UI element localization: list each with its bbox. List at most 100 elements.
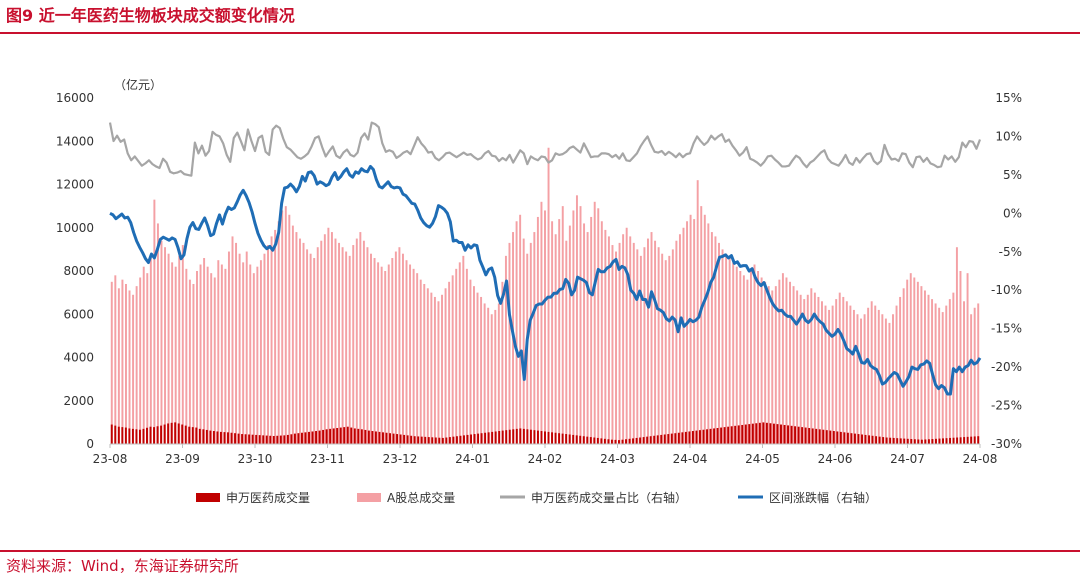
a-share-volume-bar <box>629 236 632 444</box>
a-share-volume-bar <box>160 240 163 444</box>
sw-volume-bar <box>445 437 448 444</box>
right-tick-label: -10% <box>991 283 1022 297</box>
a-share-volume-bar <box>490 314 493 444</box>
a-share-volume-bar <box>125 283 127 444</box>
a-share-volume-bar <box>593 201 596 444</box>
sw-volume-bar <box>765 422 768 444</box>
right-tick-label: 15% <box>995 91 1022 105</box>
a-share-volume-bar <box>881 314 884 444</box>
a-share-volume-bar <box>544 210 546 444</box>
x-tick-label: 24-04 <box>673 452 708 466</box>
sw-volume-bar <box>424 436 427 444</box>
sw-volume-bar <box>529 429 532 444</box>
sw-volume-bar <box>360 429 363 444</box>
sw-volume-bar <box>353 428 356 444</box>
a-share-volume-bar <box>252 273 255 444</box>
sw-volume-bar <box>554 432 557 444</box>
sw-volume-bar <box>681 432 684 444</box>
a-share-volume-bar <box>448 281 451 444</box>
a-share-volume-bar <box>657 247 660 444</box>
a-share-volume-bar <box>586 232 589 444</box>
right-tick-label: 10% <box>995 129 1022 143</box>
a-share-volume-bar <box>394 251 397 444</box>
sw-volume-bar <box>156 426 159 444</box>
y-unit-label: （亿元） <box>114 77 162 92</box>
sw-volume-bar <box>480 433 483 444</box>
a-share-volume-bar <box>867 307 870 444</box>
x-tick-label: 24-08 <box>963 452 998 466</box>
sw-volume-bar <box>741 424 744 444</box>
a-share-volume-bar <box>923 290 926 444</box>
sw-volume-bar <box>329 428 332 444</box>
a-share-volume-bar <box>643 247 646 444</box>
sw-volume-bar <box>878 436 881 444</box>
a-share-volume-bar <box>664 260 667 444</box>
a-share-volume-bar <box>938 307 941 444</box>
a-share-volume-bar <box>899 296 902 444</box>
a-share-volume-bar <box>558 219 561 444</box>
sw-volume-bar <box>149 426 152 444</box>
a-share-volume-bar <box>142 266 145 444</box>
sw-volume-bar <box>565 434 568 444</box>
sw-volume-bar <box>776 424 779 444</box>
a-share-volume-bar <box>277 221 280 444</box>
a-share-volume-bar <box>156 223 159 444</box>
sw-volume-bar <box>787 425 790 444</box>
legend-label-a-share-volume: A股总成交量 <box>387 490 455 505</box>
sw-volume-bar <box>931 439 934 444</box>
sw-volume-bar <box>438 437 441 444</box>
sw-volume-bar <box>829 430 832 444</box>
sw-volume-bar <box>170 422 173 444</box>
a-share-volume-bar <box>781 273 784 444</box>
sw-volume-bar <box>431 437 434 444</box>
sw-volume-bar <box>769 423 772 444</box>
sw-volume-bar <box>378 431 381 444</box>
sw-volume-bar <box>146 427 148 444</box>
a-share-volume-bar <box>178 255 181 444</box>
a-share-volume-bar <box>441 294 443 444</box>
a-share-volume-bar <box>625 227 628 444</box>
a-share-volume-bar <box>554 234 557 444</box>
a-share-volume-bar <box>327 227 330 444</box>
sw-volume-bar <box>322 429 325 444</box>
a-share-volume-bar <box>654 240 657 444</box>
sw-volume-bar <box>797 426 800 444</box>
a-share-volume-bar <box>110 281 113 444</box>
sw-volume-bar <box>970 436 973 444</box>
a-share-volume-bar <box>164 247 167 444</box>
sw-volume-bar <box>801 427 804 444</box>
sw-volume-bar <box>843 432 846 444</box>
sw-volume-bar <box>596 437 599 444</box>
sw-volume-bar <box>836 431 839 444</box>
sw-volume-bar <box>357 428 360 444</box>
sw-volume-bar <box>618 440 620 444</box>
sw-volume-bar <box>720 427 723 444</box>
a-share-volume-bar <box>771 290 774 444</box>
sw-volume-bar <box>952 437 955 444</box>
sw-volume-bar <box>875 436 878 444</box>
sw-volume-bar <box>459 435 462 444</box>
a-share-volume-bar <box>764 281 767 444</box>
a-share-volume-bar <box>355 238 358 444</box>
a-share-volume-bar <box>366 247 369 444</box>
sw-bars <box>110 422 980 445</box>
sw-volume-bar <box>653 435 656 444</box>
a-share-volume-bar <box>256 266 259 444</box>
left-axis-ticks: 0 2000 4000 6000 8000 10000 12000 14000 16000 <box>56 91 94 451</box>
legend-swatch-sw-volume <box>196 493 220 502</box>
sw-volume-bar <box>124 427 127 444</box>
a-share-volume-bar <box>171 262 174 444</box>
a-share-volume-bar <box>483 303 486 444</box>
a-share-volume-bar <box>689 214 692 444</box>
sw-volume-bar <box>434 437 437 444</box>
left-tick-label: 0 <box>86 437 94 451</box>
sw-volume-bar <box>896 438 899 444</box>
sw-volume-bar <box>959 437 962 444</box>
x-tick-label: 24-03 <box>600 452 635 466</box>
a-share-volume-bar <box>480 296 483 444</box>
sw-volume-bar <box>558 433 561 444</box>
a-share-volume-bar <box>540 201 543 444</box>
sw-volume-bar <box>610 439 613 444</box>
a-share-volume-bar <box>852 309 855 444</box>
sw-volume-bar <box>470 434 472 444</box>
